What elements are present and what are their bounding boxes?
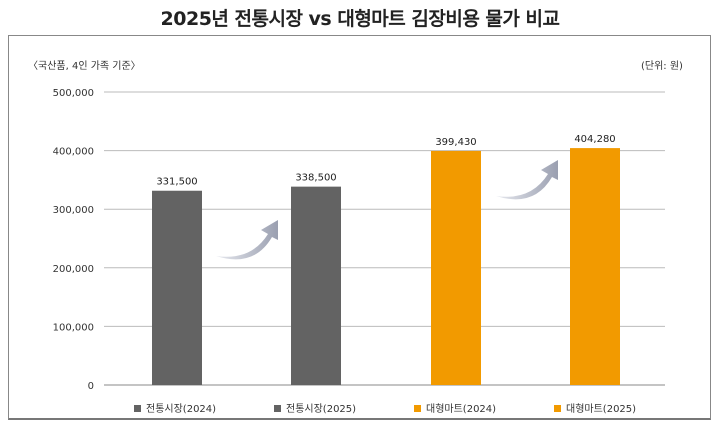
legend-label: 전통시장(2024) xyxy=(146,403,216,415)
data-label: 331,500 xyxy=(156,177,197,188)
data-label: 404,280 xyxy=(574,134,615,145)
trend-arrow-icon xyxy=(496,160,558,200)
legend-swatch xyxy=(274,405,281,412)
bar xyxy=(152,190,202,385)
y-tick-label: 400,000 xyxy=(53,147,94,158)
trend-arrow-icon xyxy=(216,220,278,260)
y-tick-label: 100,000 xyxy=(53,322,94,333)
legend-swatch xyxy=(414,405,421,412)
y-tick-label: 200,000 xyxy=(53,264,94,275)
data-label: 399,430 xyxy=(435,137,476,148)
chart-title: 2025년 전통시장 vs 대형마트 김장비용 물가 비교 xyxy=(160,8,560,30)
y-tick-label: 500,000 xyxy=(53,88,94,99)
chart-subtitle: 〈국산품, 4인 가족 기준〉 xyxy=(28,61,141,72)
bar xyxy=(291,186,341,385)
unit-note: (단위: 원) xyxy=(641,61,683,72)
legend-label: 전통시장(2025) xyxy=(286,403,356,415)
bar xyxy=(431,150,481,385)
legend-swatch xyxy=(554,405,561,412)
y-tick-label: 0 xyxy=(88,381,94,392)
chart-frame xyxy=(8,35,711,420)
y-tick-label: 300,000 xyxy=(53,205,94,216)
legend-swatch xyxy=(134,405,141,412)
legend-label: 대형마트(2024) xyxy=(426,403,496,415)
legend-label: 대형마트(2025) xyxy=(566,403,636,415)
data-label: 338,500 xyxy=(295,173,336,184)
bar xyxy=(570,148,620,385)
